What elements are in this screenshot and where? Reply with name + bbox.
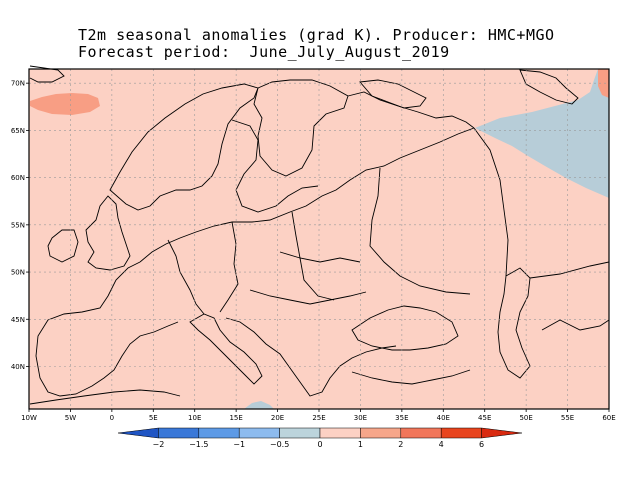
cold-anomaly-region-south: [244, 401, 274, 409]
lon-axis: 10W 5W 0 5E 10E 15E 20E 25E 30E 35E 40E 45E 50E 55E 60…: [21, 409, 616, 422]
coastline-western-europe: [139, 127, 475, 263]
warm-anomaly-region-east: [598, 69, 609, 98]
colorbar-segment: [198, 427, 240, 439]
coastline-italy: [189, 313, 263, 385]
border-internal-4: [369, 167, 471, 295]
lon-tick-label: 5E: [149, 414, 158, 422]
lon-tick-label: 0: [110, 414, 114, 422]
coastline-north-africa: [29, 389, 181, 405]
chart-title-line2: Forecast period: June_July_August_2019: [78, 43, 450, 61]
coastlines: [29, 65, 610, 405]
lon-tick-label: 15E: [229, 414, 242, 422]
coastline-ireland: [47, 229, 79, 263]
colorbar-label: 4: [439, 440, 444, 449]
colorbar-label: 0: [317, 440, 322, 449]
lat-tick-label: 65N: [11, 127, 25, 135]
border-internal-7: [249, 289, 367, 305]
coastline-baltic: [231, 119, 319, 213]
lon-tick-label: 45E: [478, 414, 491, 422]
coastline-russia-arctic: [347, 91, 475, 129]
border-internal-3: [167, 239, 205, 315]
colorbar-label: 1: [358, 440, 363, 449]
colorbar-label: 2: [398, 440, 403, 449]
coastline-great-britain: [85, 195, 131, 271]
colorbar-label: −0.5: [270, 440, 289, 449]
lat-tick-label: 40N: [11, 363, 25, 371]
colorbar-label: −1: [233, 440, 245, 449]
grid-lines: [29, 69, 609, 409]
colorbar-label: 6: [479, 440, 484, 449]
coastline-balkans: [225, 317, 397, 397]
colorbar-segment: [238, 427, 280, 439]
lon-tick-label: 25E: [312, 414, 325, 422]
warm-anomaly-region-west: [30, 93, 100, 115]
border-internal-9: [541, 319, 610, 331]
colorbar-label: −1.5: [189, 440, 208, 449]
lon-tick-label: 35E: [395, 414, 408, 422]
lon-tick-label: 20E: [271, 414, 284, 422]
coastline-turkey: [351, 369, 471, 385]
chart-title-line1: T2m seasonal anomalies (grad K). Produce…: [78, 26, 555, 44]
lon-tick-label: 40E: [437, 414, 450, 422]
lat-tick-label: 60N: [11, 174, 25, 182]
lon-tick-label: 10W: [21, 414, 37, 422]
coastline-black-sea: [351, 305, 459, 351]
coastline-kola-white-sea: [359, 79, 427, 109]
lon-tick-label: 10E: [188, 414, 201, 422]
colorbar-segment: [440, 427, 482, 439]
coastline-novaya-zemlya: [519, 69, 579, 105]
coastline-scandinavia: [109, 83, 259, 211]
coastline-finland: [253, 79, 349, 177]
lon-tick-label: 30E: [354, 414, 367, 422]
lat-tick-label: 45N: [11, 316, 25, 324]
colorbar-segment: [279, 427, 321, 439]
border-internal-5: [473, 127, 509, 277]
lon-tick-label: 60E: [602, 414, 615, 422]
colorbar-segment: [158, 427, 200, 439]
lon-tick-label: 50E: [519, 414, 532, 422]
lon-tick-label: 55E: [561, 414, 574, 422]
colorbar-segment: [117, 427, 159, 439]
colorbar-segment: [360, 427, 402, 439]
lat-axis: 70N 65N 60N 55N 50N 45N 40N: [11, 80, 29, 371]
cold-anomaly-region-north-east: [475, 69, 609, 198]
coastline-france-iberia: [35, 261, 179, 397]
lat-tick-label: 55N: [11, 221, 25, 229]
colorbar-segment: [400, 427, 442, 439]
lat-tick-label: 50N: [11, 269, 25, 277]
colorbar-label: −2: [153, 440, 165, 449]
colorbar-segment: [481, 427, 523, 439]
border-internal-6: [529, 261, 610, 279]
coastline-caspian-sea: [497, 267, 531, 379]
lat-tick-label: 70N: [11, 80, 25, 88]
colorbar-segment: [319, 427, 361, 439]
colorbar: −2 −1.5 −1 −0.5 0 1 2 4 6: [117, 427, 523, 449]
border-internal-8: [279, 251, 361, 263]
border-internal-1: [291, 211, 335, 301]
coastline-iceland: [29, 65, 65, 83]
lon-tick-label: 5W: [65, 414, 76, 422]
